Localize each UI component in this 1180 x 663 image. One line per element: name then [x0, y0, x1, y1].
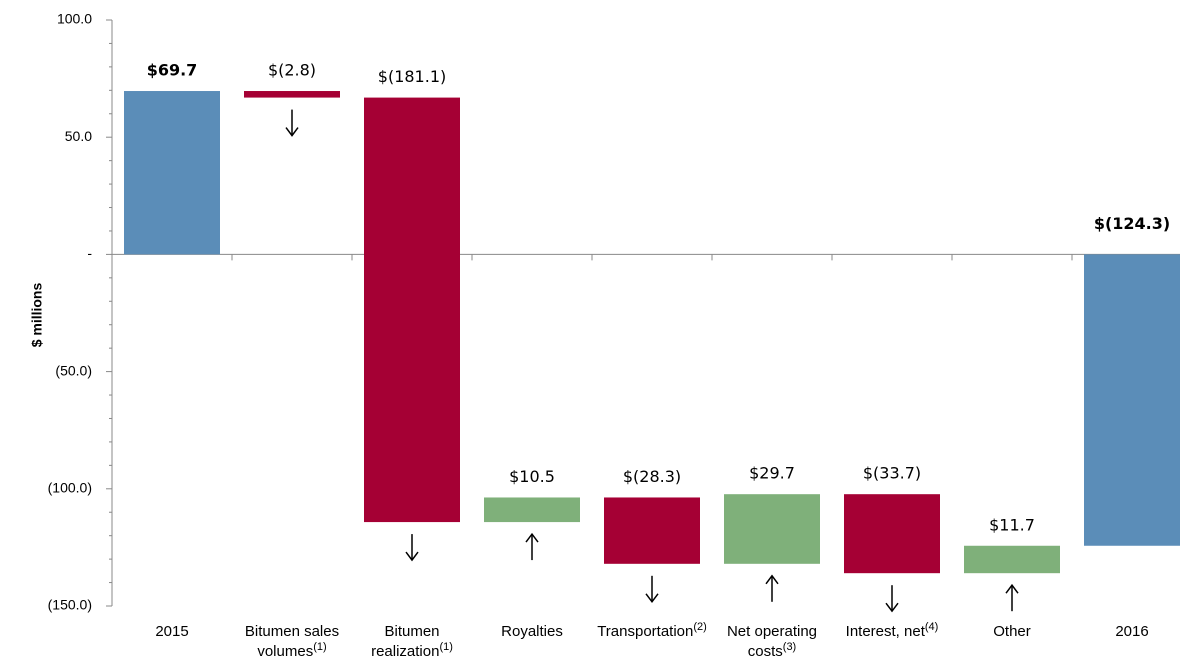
x-tick-label: 2016: [1073, 622, 1180, 642]
y-tick-label: 100.0: [57, 11, 92, 27]
bar: [244, 91, 340, 98]
value-label: $(181.1): [378, 67, 446, 86]
arrow-head: [525, 532, 539, 543]
footnote-mark: (3): [782, 641, 797, 653]
y-axis-label: $ millions: [29, 283, 45, 348]
y-tick-label: (150.0): [48, 597, 92, 613]
category: Interest, net: [845, 623, 925, 640]
category: Other: [993, 623, 1031, 640]
category: Transportation: [597, 623, 694, 640]
x-tick-label: 2015: [113, 622, 231, 642]
arrow-head: [285, 127, 299, 137]
y-tick-label: (100.0): [48, 480, 92, 496]
arrow-head: [1005, 583, 1019, 594]
value-label: $11.7: [989, 515, 1035, 534]
bar: [964, 545, 1060, 574]
y-tick-label: (50.0): [55, 362, 92, 378]
x-tick-label: Other: [953, 622, 1071, 642]
category: Royalties: [501, 623, 563, 640]
value-label: $10.5: [509, 467, 555, 486]
footnote-mark: (4): [924, 621, 939, 633]
arrow-head: [645, 593, 659, 604]
value-label: $(2.8): [268, 61, 316, 80]
footnote-mark: (1): [439, 641, 453, 653]
footnote-mark: (2): [693, 621, 707, 633]
value-label: $(124.3): [1094, 214, 1170, 233]
value-label: $(33.7): [863, 464, 921, 483]
y-tick-label: 50.0: [65, 128, 92, 144]
category: Bitumen sales volumes: [244, 623, 340, 660]
bar: [1084, 254, 1180, 546]
footnote-mark: (1): [313, 641, 327, 653]
category: Bitumen realization: [371, 623, 440, 660]
value-label: $(28.3): [623, 467, 681, 486]
x-tick-label: Transportation(2): [593, 622, 711, 642]
value-label: $69.7: [147, 61, 198, 80]
x-tick-label: Royalties: [473, 622, 591, 642]
bar: [484, 497, 580, 523]
bar: [844, 494, 940, 574]
y-tick-label: -: [87, 245, 92, 261]
x-tick-label: Interest, net(4): [833, 622, 951, 642]
arrow-head: [765, 574, 779, 585]
bar: [124, 91, 220, 255]
x-tick-label: Net operating costs(3): [713, 622, 831, 662]
category: 2016: [1115, 623, 1149, 640]
category: 2015: [155, 623, 189, 640]
bar: [604, 497, 700, 564]
value-label: $29.7: [749, 464, 795, 483]
x-tick-label: Bitumen realization(1): [353, 622, 471, 662]
x-tick-label: Bitumen sales volumes(1): [233, 622, 351, 662]
category: Net operating costs: [726, 623, 818, 660]
bar: [724, 494, 820, 564]
arrow-head: [405, 551, 419, 562]
bar: [364, 97, 460, 523]
arrow-head: [885, 602, 899, 613]
